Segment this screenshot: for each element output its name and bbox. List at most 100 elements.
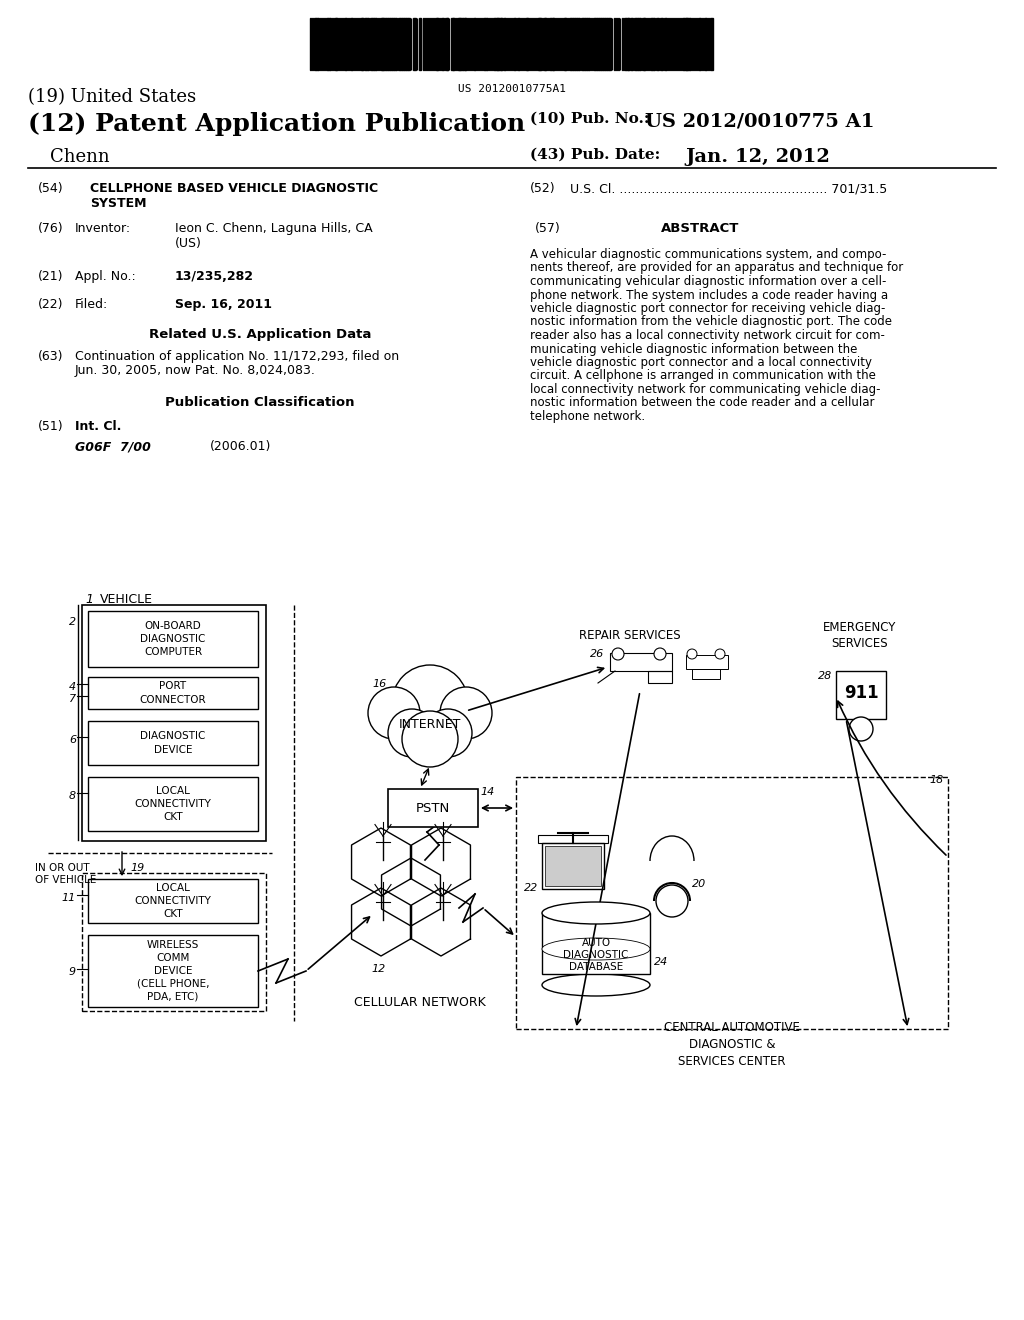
Bar	[649, 18, 651, 70]
Bar	[444, 18, 447, 70]
Bar	[402, 18, 403, 70]
Text: vehicle diagnostic port connector and a local connectivity: vehicle diagnostic port connector and a …	[530, 356, 872, 370]
Bar	[542, 843, 604, 888]
Bar	[638, 18, 640, 70]
Bar	[354, 18, 355, 70]
Bar	[551, 18, 554, 70]
Text: CELLPHONE BASED VEHICLE DIAGNOSTIC
SYSTEM: CELLPHONE BASED VEHICLE DIAGNOSTIC SYSTE…	[90, 182, 378, 210]
Bar	[328, 18, 330, 70]
Bar	[88, 879, 258, 923]
Text: PORT
CONNECTOR: PORT CONNECTOR	[139, 681, 206, 705]
Bar	[545, 18, 547, 70]
Polygon shape	[351, 828, 411, 896]
Bar	[501, 18, 502, 70]
Text: Jun. 30, 2005, now Pat. No. 8,024,083.: Jun. 30, 2005, now Pat. No. 8,024,083.	[75, 364, 315, 378]
Bar	[490, 18, 493, 70]
Text: EMERGENCY
SERVICES: EMERGENCY SERVICES	[823, 620, 897, 649]
Bar	[672, 18, 673, 70]
Bar	[362, 18, 364, 70]
Bar	[595, 18, 597, 70]
Text: circuit. A cellphone is arranged in communication with the: circuit. A cellphone is arranged in comm…	[530, 370, 876, 383]
Bar	[690, 18, 691, 70]
Bar	[483, 18, 485, 70]
Text: DIAGNOSTIC
DEVICE: DIAGNOSTIC DEVICE	[140, 731, 206, 755]
Bar	[545, 846, 601, 886]
Bar	[571, 18, 572, 70]
Text: (12) Patent Application Publication: (12) Patent Application Publication	[28, 112, 525, 136]
Circle shape	[392, 665, 468, 741]
Circle shape	[440, 686, 492, 739]
Bar	[516, 777, 948, 1030]
Text: IN OR OUT
OF VEHICLE: IN OR OUT OF VEHICLE	[35, 863, 96, 886]
Bar	[561, 18, 562, 70]
Text: Publication Classification: Publication Classification	[165, 396, 354, 409]
Text: 4: 4	[69, 682, 76, 692]
Bar	[523, 18, 524, 70]
Circle shape	[402, 711, 458, 767]
Text: REPAIR SERVICES: REPAIR SERVICES	[580, 630, 681, 642]
Bar	[88, 935, 258, 1007]
Bar	[531, 18, 532, 70]
Bar	[350, 18, 352, 70]
Bar	[348, 18, 349, 70]
Bar	[659, 18, 662, 70]
Bar	[529, 18, 530, 70]
Bar	[563, 18, 566, 70]
Text: U.S. Cl. .................................................... 701/31.5: U.S. Cl. ...............................…	[570, 182, 887, 195]
Text: Appl. No.:: Appl. No.:	[75, 271, 136, 282]
Bar	[394, 18, 395, 70]
Text: LOCAL
CONNECTIVITY
CKT: LOCAL CONNECTIVITY CKT	[134, 883, 211, 919]
Text: CELLULAR NETWORK: CELLULAR NETWORK	[354, 997, 485, 1008]
Bar	[451, 18, 454, 70]
Circle shape	[424, 709, 472, 756]
Bar	[578, 18, 579, 70]
Bar	[455, 18, 456, 70]
Bar	[586, 18, 588, 70]
Bar	[465, 18, 466, 70]
Bar	[505, 18, 506, 70]
Text: (57): (57)	[535, 222, 561, 235]
Bar	[664, 18, 666, 70]
Bar	[481, 18, 482, 70]
Bar	[632, 18, 633, 70]
Text: VEHICLE: VEHICLE	[100, 593, 153, 606]
Bar	[413, 18, 416, 70]
Circle shape	[715, 649, 725, 659]
Text: 7: 7	[69, 694, 76, 704]
Bar	[610, 653, 672, 671]
Bar	[461, 18, 463, 70]
Bar	[384, 18, 386, 70]
Bar	[538, 836, 608, 843]
Bar	[314, 18, 316, 70]
Polygon shape	[351, 888, 411, 956]
Bar	[703, 18, 706, 70]
Bar	[543, 18, 546, 70]
Bar	[390, 18, 391, 70]
Bar	[684, 18, 687, 70]
Text: (19) United States: (19) United States	[28, 88, 197, 106]
Polygon shape	[412, 888, 470, 956]
Text: Int. Cl.: Int. Cl.	[75, 420, 122, 433]
Bar	[453, 18, 454, 70]
Bar	[485, 18, 486, 70]
Bar	[648, 671, 672, 682]
Text: (21): (21)	[38, 271, 63, 282]
Bar	[657, 18, 658, 70]
Text: reader also has a local connectivity network circuit for com-: reader also has a local connectivity net…	[530, 329, 885, 342]
Bar	[338, 18, 339, 70]
Text: (54): (54)	[38, 182, 63, 195]
Bar	[425, 18, 426, 70]
Bar	[628, 18, 629, 70]
Bar	[373, 18, 374, 70]
Bar	[648, 18, 649, 70]
Text: PSTN: PSTN	[416, 801, 451, 814]
Bar	[513, 18, 515, 70]
Text: 22: 22	[523, 883, 538, 894]
Circle shape	[656, 884, 688, 917]
Text: 26: 26	[590, 649, 604, 659]
Bar	[469, 18, 470, 70]
Bar	[573, 18, 574, 70]
Bar	[442, 18, 443, 70]
Bar	[511, 18, 512, 70]
Text: 18: 18	[930, 775, 944, 785]
